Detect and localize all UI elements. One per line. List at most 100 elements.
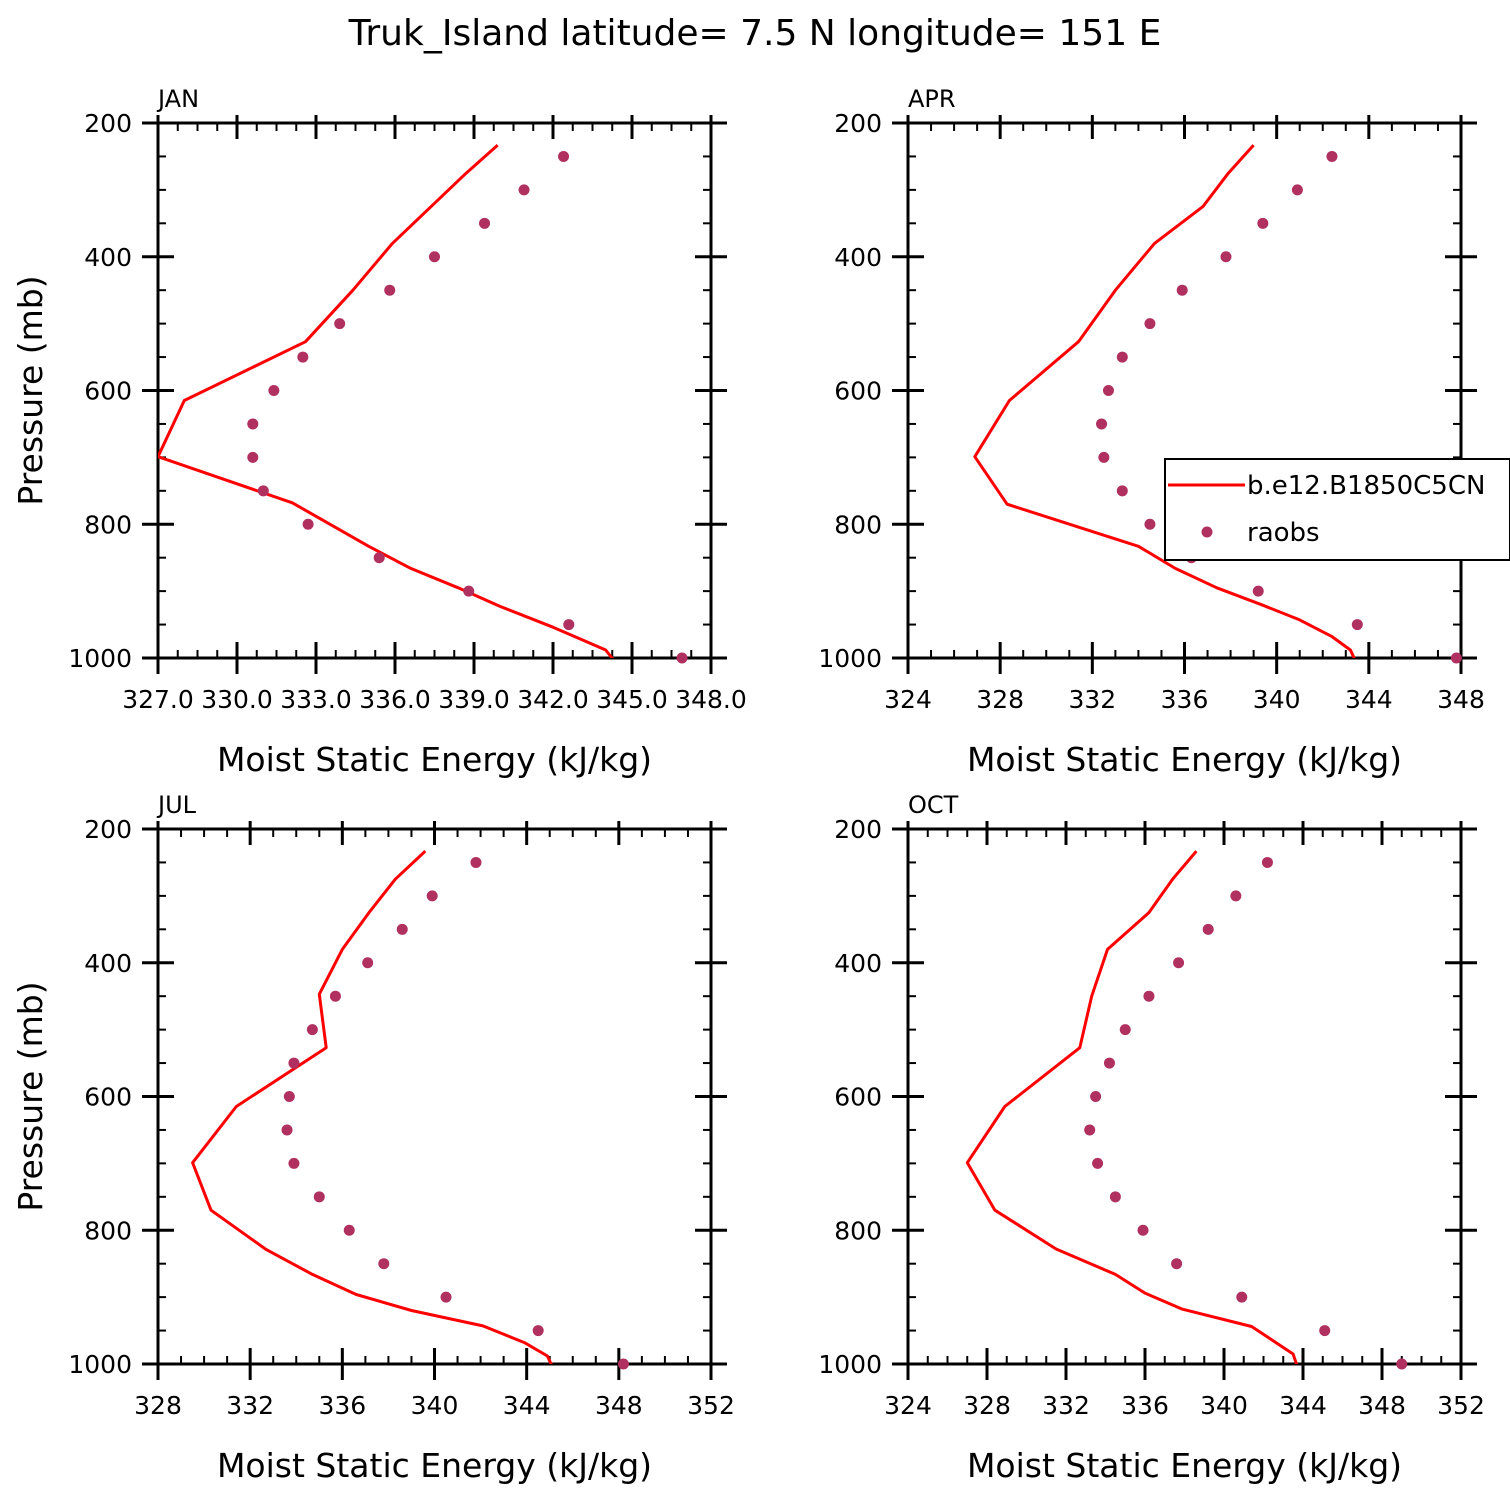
obs-point [288,1157,300,1169]
y-tick-label: 400 [84,949,132,978]
obs-point [1396,1358,1408,1370]
obs-point [257,485,269,497]
obs-point [1326,150,1338,162]
obs-point [558,150,570,162]
figure-title: Truk_Island latitude= 7.5 N longitude= 1… [348,13,1162,54]
obs-point [1173,957,1185,969]
y-tick-label: 1000 [818,644,882,673]
x-tick-label: 344 [503,1391,551,1420]
y-tick-label: 1000 [68,1350,132,1379]
obs-point [1351,619,1363,631]
obs-point [1090,1091,1102,1102]
y-axis-title: Pressure (mb) [11,275,50,505]
panel-label: JAN [156,85,199,113]
obs-point [470,856,482,868]
plot-data [973,144,1356,658]
obs-point [334,318,346,330]
panel-oct: 324 328 332 336 340 344 348 352 200 400 600 800 1000… [818,791,1484,1485]
x-tick-label: 344 [1345,685,1393,714]
panels-group: 327.0 330.0 333.0 336.0 339.0 342.0 345.0 348.0… [11,85,1510,1485]
x-tick-label: 332 [1042,1391,1090,1420]
x-tick-label: 345.0 [596,685,668,714]
panel-label: JUL [156,791,197,819]
panel-jan: 327.0 330.0 333.0 336.0 339.0 342.0 345.0 348.0… [11,85,747,779]
y-tick-label: 800 [84,510,132,539]
x-tick-label: 336.0 [359,685,431,714]
obs-point [396,923,408,935]
x-tick-label: 340 [1200,1391,1248,1420]
panel-apr: 324 328 332 336 340 344 348 200 400 600 800 1000 APR… [818,85,1484,779]
x-axis-title: Moist Static Energy (kJ/kg) [217,740,652,779]
y-tick-label: 1000 [68,644,132,673]
x-tick-label: 348.0 [675,685,747,714]
x-tick-label: 330.0 [201,685,273,714]
obs-point [429,251,440,263]
obs-point [329,990,341,1002]
obs-point [268,385,280,396]
x-axis-title: Moist Static Energy (kJ/kg) [217,1446,652,1485]
obs-point [302,518,314,530]
panel-jul: 328 332 336 340 344 348 352 200 400 600 800 1000 JUL… [11,791,735,1485]
x-axis-title: Moist Static Energy (kJ/kg) [967,1446,1402,1485]
x-tick-label: 336 [1161,685,1209,714]
obs-point [1176,284,1188,296]
legend-model-label: b.e12.B1850C5CN [1247,471,1485,501]
x-tick-label: 348 [1437,685,1485,714]
obs-point [532,1325,544,1337]
obs-point [1143,990,1155,1002]
obs-point [1450,652,1462,664]
plot-data [158,143,614,658]
x-tick-label: 332 [1068,685,1116,714]
x-tick-label: 336 [318,1391,366,1420]
y-tick-label: 400 [84,243,132,272]
plot-data [965,850,1299,1364]
x-tick-label: 336 [1121,1391,1169,1420]
x-tick-label: 342.0 [517,685,589,714]
obs-point [1116,351,1128,363]
obs-point [1109,1191,1121,1203]
panel-label: APR [908,85,956,113]
obs-point [463,585,475,597]
obs-point [1098,451,1110,463]
plot-data [191,850,553,1364]
obs-point [1092,1157,1104,1169]
obs-point [1220,251,1232,263]
obs-point [313,1191,325,1203]
x-tick-label: 348 [595,1391,643,1420]
obs-point [373,552,385,564]
obs-point [281,1124,293,1136]
obs-point [297,351,309,363]
model-series-line [965,850,1299,1364]
y-tick-label: 600 [84,377,132,406]
x-axis-title: Moist Static Energy (kJ/kg) [967,740,1402,779]
y-tick-label: 1000 [818,1350,882,1379]
x-tick-label: 324 [884,685,932,714]
x-tick-label: 339.0 [438,685,510,714]
y-tick-label: 600 [834,377,882,406]
obs-point [479,217,491,229]
legend-obs-label: raobs [1247,518,1320,548]
obs-point [1103,1057,1115,1069]
model-series-line [191,850,553,1364]
obs-point [1319,1325,1331,1337]
obs-point [1144,518,1156,530]
obs-point [1137,1224,1149,1236]
obs-point [617,1358,629,1370]
obs-point [362,957,374,969]
x-tick-label: 324 [884,1391,932,1420]
obs-point [1261,856,1273,868]
y-tick-label: 200 [84,109,132,138]
x-tick-label: 340 [411,1391,459,1420]
obs-point [1171,1258,1183,1270]
x-tick-label: 327.0 [122,685,194,714]
model-series-line [158,143,614,658]
x-tick-label: 328 [976,685,1024,714]
obs-point [288,1057,300,1069]
obs-point [563,619,575,631]
x-tick-label: 352 [687,1391,735,1420]
y-tick-label: 600 [84,1083,132,1112]
legend-marker-swatch [1201,526,1213,538]
x-tick-label: 352 [1437,1391,1485,1420]
obs-point [247,418,259,430]
y-tick-label: 800 [834,1216,882,1245]
